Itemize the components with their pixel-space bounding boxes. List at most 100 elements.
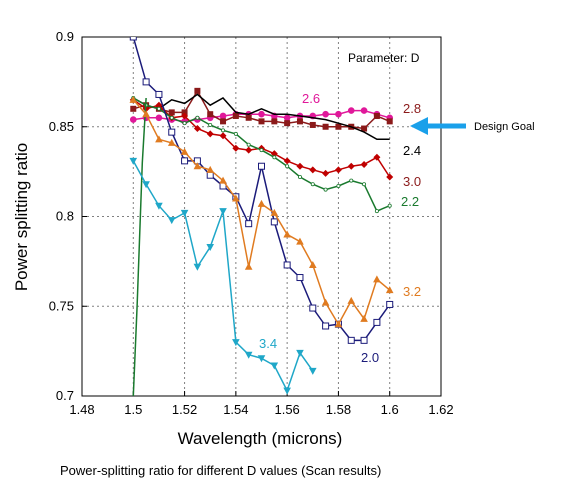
data-point xyxy=(284,120,291,127)
data-point xyxy=(335,123,342,130)
data-point xyxy=(195,115,200,120)
data-point xyxy=(129,116,137,123)
design-goal-label: Design Goal xyxy=(474,121,535,133)
data-point xyxy=(373,275,381,283)
data-point xyxy=(168,128,176,136)
data-point xyxy=(180,209,189,217)
data-point xyxy=(283,261,291,269)
data-point xyxy=(129,95,138,103)
data-point xyxy=(386,173,394,181)
data-point xyxy=(181,109,188,116)
data-point xyxy=(232,144,240,152)
data-point xyxy=(322,322,330,330)
data-point xyxy=(270,218,278,226)
data-point xyxy=(206,171,214,179)
data-point xyxy=(142,78,150,86)
data-point xyxy=(285,164,290,169)
series-label-2-0: 2.0 xyxy=(361,350,379,365)
series-label-2-6: 2.6 xyxy=(302,91,320,106)
data-point xyxy=(283,157,291,165)
data-point xyxy=(385,286,394,294)
data-point xyxy=(244,262,253,270)
series-line xyxy=(132,93,390,141)
data-point xyxy=(245,146,253,154)
data-point xyxy=(334,320,343,328)
data-point xyxy=(296,118,303,125)
data-point xyxy=(360,160,368,168)
y-tick-label: 0.75 xyxy=(49,298,74,313)
y-tick-label: 0.85 xyxy=(49,119,74,134)
figure-caption: Power-splitting ratio for different D va… xyxy=(60,463,381,478)
x-tick-label: 1.48 xyxy=(69,402,94,417)
data-point xyxy=(322,169,330,177)
data-point xyxy=(271,118,278,125)
data-point xyxy=(246,142,251,147)
data-point xyxy=(322,123,329,130)
data-point xyxy=(221,128,226,133)
data-point xyxy=(334,166,342,174)
data-point xyxy=(169,115,174,120)
data-point xyxy=(193,125,201,133)
data-point xyxy=(219,176,227,184)
series-label-3-0: 3.0 xyxy=(403,174,421,189)
data-point xyxy=(142,181,150,189)
data-point xyxy=(347,296,356,304)
x-tick-label: 1.56 xyxy=(274,402,299,417)
data-point xyxy=(193,162,202,170)
data-point xyxy=(272,155,277,160)
series-label-2-8: 2.8 xyxy=(403,101,421,116)
data-point xyxy=(156,106,161,111)
series-label-2-2: 2.2 xyxy=(401,194,419,209)
data-point xyxy=(257,199,266,207)
data-point xyxy=(219,132,227,140)
data-point xyxy=(180,147,189,155)
y-axis-title: Power splitting ratio xyxy=(12,143,31,291)
data-point xyxy=(219,112,227,120)
x-tick-label: 1.5 xyxy=(124,402,142,417)
series-2-4 xyxy=(132,93,390,141)
series-line xyxy=(132,160,314,393)
data-point xyxy=(167,217,176,225)
x-tick-label: 1.54 xyxy=(223,402,248,417)
data-point xyxy=(142,110,150,118)
series-layer xyxy=(129,37,394,396)
data-point xyxy=(296,349,304,357)
y-tick-label: 0.8 xyxy=(56,209,74,224)
data-point xyxy=(181,112,189,120)
data-point xyxy=(155,101,163,109)
data-point xyxy=(309,166,317,174)
design-goal-annotation: Design Goal xyxy=(410,117,535,135)
data-point xyxy=(270,362,279,370)
data-point xyxy=(297,175,302,180)
y-tick-label: 0.9 xyxy=(56,29,74,44)
data-point xyxy=(245,220,253,228)
data-point xyxy=(308,260,317,268)
data-point xyxy=(270,150,278,158)
data-point xyxy=(194,87,201,94)
series-line xyxy=(132,97,147,396)
data-point xyxy=(193,263,202,271)
data-point xyxy=(232,194,240,202)
data-point xyxy=(349,178,354,183)
series-2-0 xyxy=(129,37,394,344)
data-point xyxy=(283,230,291,238)
series-label-3-2: 3.2 xyxy=(403,284,421,299)
data-point xyxy=(360,107,368,114)
data-point xyxy=(208,122,213,127)
data-point xyxy=(374,209,379,214)
data-point xyxy=(219,208,227,216)
data-point xyxy=(309,304,317,312)
data-point xyxy=(129,157,138,165)
data-point xyxy=(360,314,368,322)
data-point xyxy=(207,111,214,118)
data-point xyxy=(130,105,137,112)
data-point xyxy=(245,114,252,121)
x-axis-title: Wavelength (microns) xyxy=(178,429,343,448)
data-point xyxy=(336,183,341,188)
parameter-note: Parameter: D xyxy=(348,51,420,65)
data-point xyxy=(373,112,380,119)
series-3-4 xyxy=(129,157,317,395)
data-point xyxy=(308,367,317,375)
data-point xyxy=(347,162,355,170)
